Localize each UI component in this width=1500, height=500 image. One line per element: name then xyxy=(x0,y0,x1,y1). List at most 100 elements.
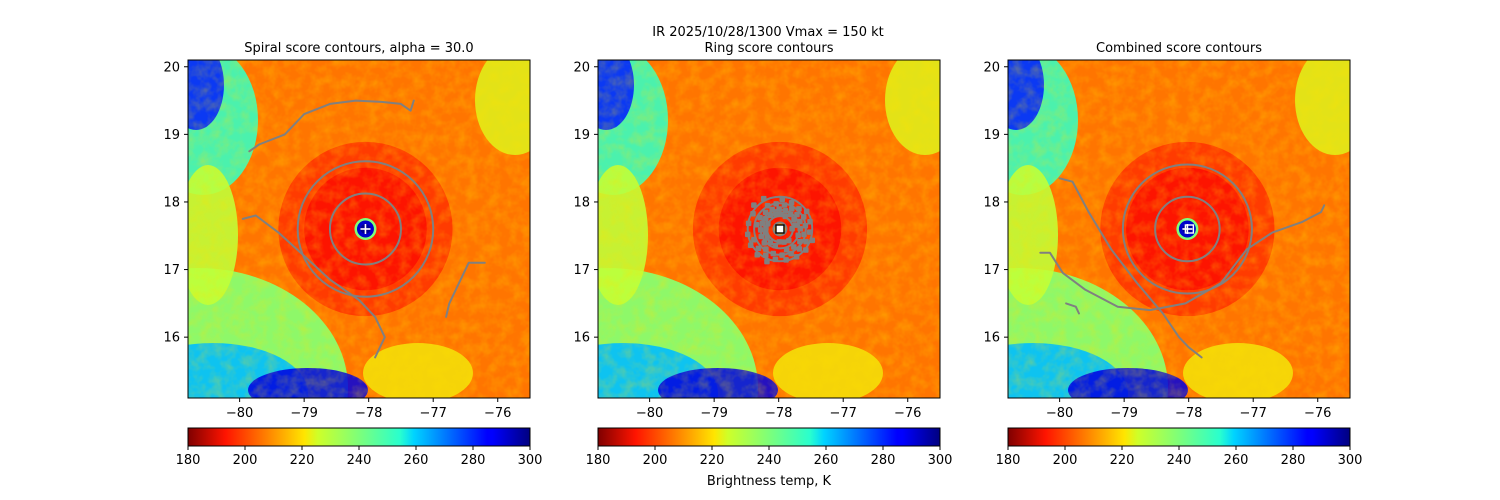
contour-speckle xyxy=(770,250,777,257)
colorbar-tick-label: 220 xyxy=(1110,453,1135,468)
contour-speckle xyxy=(794,211,800,218)
contour-speckle xyxy=(762,209,769,216)
contour-speckle xyxy=(782,208,789,214)
y-tick-label: 20 xyxy=(163,60,180,75)
contour-speckle xyxy=(779,252,785,258)
contour-speckle xyxy=(765,221,771,227)
contour-ring xyxy=(1121,163,1253,295)
panel-title: Ring score contours xyxy=(704,41,833,56)
ir-image xyxy=(598,60,940,398)
panel-3: Combined score contours −80 −79 −78 −77 −76 16… xyxy=(983,41,1363,468)
contour-ring xyxy=(772,221,788,237)
contour-speckle xyxy=(764,235,770,241)
contour-speckle xyxy=(762,215,769,222)
colorbar-tick-label: 300 xyxy=(1338,453,1363,468)
colorbar-tick-label: 180 xyxy=(176,453,201,468)
contour-line xyxy=(241,214,386,359)
contour-speckle xyxy=(779,196,785,203)
contour-speckle xyxy=(788,206,795,212)
y-tick-label: 18 xyxy=(573,195,590,210)
y-tick-label: 19 xyxy=(983,128,1000,143)
contour-speckle xyxy=(803,238,809,245)
contour-speckle xyxy=(788,250,794,257)
colorbar-tick-label: 200 xyxy=(643,453,668,468)
contour-speckle xyxy=(797,218,803,225)
y-tick-label: 17 xyxy=(573,263,590,278)
contour-speckle xyxy=(772,242,779,249)
x-tick-label: −77 xyxy=(829,406,856,421)
contour-speckle xyxy=(751,202,757,208)
colorbar-tick-label: 280 xyxy=(461,453,486,468)
colorbar-tick-label: 260 xyxy=(404,453,429,468)
contour-speckle xyxy=(767,239,774,246)
contour-speckle xyxy=(773,211,779,217)
panel-title: Combined score contours xyxy=(1096,41,1262,56)
colorbar-tick-label: 200 xyxy=(1053,453,1078,468)
contour-speckle xyxy=(776,206,782,212)
contour-speckle xyxy=(763,246,769,252)
x-tick-label: −79 xyxy=(1110,406,1137,421)
y-tick-label: 19 xyxy=(163,128,180,143)
center-marker-square xyxy=(1184,224,1195,234)
x-tick-label: −76 xyxy=(484,406,511,421)
axes-frame xyxy=(597,59,941,399)
contour-speckle xyxy=(769,206,775,213)
y-tick-label: 18 xyxy=(983,195,1000,210)
contour-speckle xyxy=(757,214,763,221)
colorbar-tick-label: 300 xyxy=(518,453,543,468)
y-tick-label: 16 xyxy=(573,331,590,346)
axes-frame xyxy=(1007,59,1351,399)
x-tick-label: −78 xyxy=(765,406,792,421)
y-tick-label: 18 xyxy=(163,195,180,210)
colorbar-tick-label: 300 xyxy=(928,453,953,468)
contour-line xyxy=(1039,204,1326,312)
contours xyxy=(1039,163,1326,359)
contour-speckle xyxy=(800,214,807,220)
x-tick-label: −79 xyxy=(290,406,317,421)
panel-2: Ring score contours −80 −79 −78 −77 −76 16 17 18… xyxy=(573,41,953,468)
contour-speckle xyxy=(761,240,768,246)
contour-speckle xyxy=(745,220,752,227)
colorbar: 180 200 220 240 260 280 300 xyxy=(176,427,543,468)
colorbar-tick-label: 220 xyxy=(700,453,725,468)
ir-image xyxy=(1008,60,1350,398)
contour-speckle xyxy=(751,236,757,243)
contour-speckle xyxy=(803,247,809,253)
contour-speckle xyxy=(802,223,809,229)
contour-speckle xyxy=(753,221,760,228)
y-tick-label: 16 xyxy=(163,331,180,346)
contour-speckle xyxy=(764,202,771,209)
contour-speckle xyxy=(776,239,783,245)
contour-speckle xyxy=(787,211,794,218)
contour-speckle xyxy=(791,244,797,250)
contour-speckle xyxy=(747,242,754,248)
figure-suptitle: IR 2025/10/28/1300 Vmax = 150 kt xyxy=(652,25,883,40)
colorbar-tick-label: 200 xyxy=(233,453,258,468)
contour-speckle xyxy=(782,213,789,220)
contour-speckle xyxy=(807,218,813,225)
contour-ring xyxy=(746,195,814,263)
contour-line xyxy=(1065,302,1080,315)
colorbar: 180 200 220 240 260 280 300 xyxy=(996,427,1363,468)
texture xyxy=(598,60,940,398)
contour-speckle xyxy=(757,227,764,233)
contour-speckle xyxy=(763,225,769,231)
contour-speckle xyxy=(792,222,799,228)
contour-speckle xyxy=(781,239,787,245)
contour-line xyxy=(445,261,486,318)
contour-speckle xyxy=(764,258,770,265)
contour-speckle xyxy=(754,251,761,258)
colorbar-tick-label: 280 xyxy=(871,453,896,468)
colorbar-tick-label: 180 xyxy=(586,453,611,468)
colorbar-tick-label: 260 xyxy=(814,453,839,468)
contour-ring xyxy=(328,192,402,266)
colorbar-tick-label: 240 xyxy=(1167,453,1192,468)
axes-frame xyxy=(187,59,531,399)
contour-speckle xyxy=(783,247,790,253)
contour-speckle xyxy=(789,226,795,232)
contour-line xyxy=(248,99,415,153)
contour-speckle xyxy=(803,208,810,215)
y-tick-label: 16 xyxy=(983,331,1000,346)
colorbar-gradient xyxy=(1007,427,1351,447)
contour-speckle xyxy=(795,232,801,239)
